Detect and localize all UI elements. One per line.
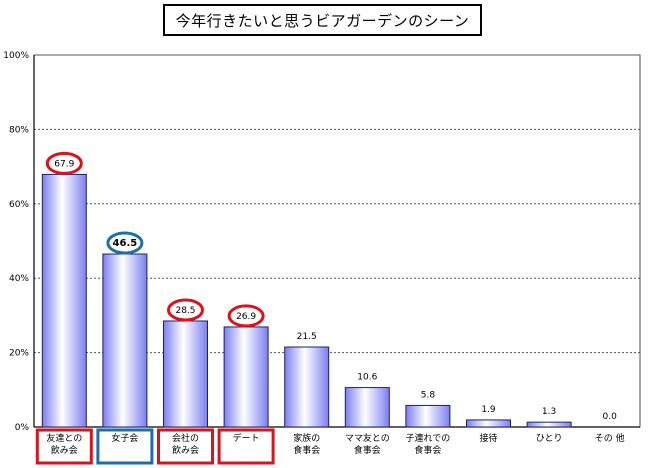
bar: [223, 326, 269, 428]
value-highlight-ring: [167, 298, 204, 322]
category-label: ひとり: [536, 433, 563, 444]
category-label: 接待: [479, 432, 497, 444]
category-label: ママ友との: [345, 432, 390, 444]
data-labels: 67.9 46.5 28.5 26.9 21.5 10.6 5.8 1.9 1.3 0.0: [45, 151, 618, 422]
value-highlight-ring: [106, 231, 144, 255]
bar: [284, 346, 330, 428]
y-tick-label: 0%: [15, 423, 30, 433]
category-label: 子連れでの: [406, 432, 451, 444]
category-label: 飲み会: [51, 444, 78, 456]
category-label: 会社の: [172, 432, 199, 444]
category-label: 食事会: [293, 444, 320, 456]
category-highlight-box: [96, 428, 154, 465]
y-tick-label: 20%: [9, 349, 29, 359]
category-label: 飲み会: [172, 444, 199, 456]
y-tick-label: 80%: [9, 125, 29, 135]
data-label: 46.5: [113, 238, 138, 249]
y-tick-label: 100%: [3, 51, 29, 61]
category-label: その 他: [595, 432, 625, 444]
category-label: 家族の: [293, 432, 320, 444]
data-label: 21.5: [297, 332, 317, 342]
y-tick-label: 60%: [9, 200, 29, 210]
data-label: 10.6: [357, 373, 377, 383]
category-label: 女子会: [111, 432, 138, 444]
bar: [466, 419, 511, 428]
data-label: 1.9: [481, 405, 496, 415]
category-highlight-box: [217, 428, 275, 465]
category-highlight-box: [35, 428, 93, 465]
data-label: 26.9: [236, 312, 256, 322]
value-highlight-ring: [45, 151, 83, 175]
bar: [41, 173, 87, 428]
y-tick-labels: 0% 20% 40% 60% 80% 100%: [3, 51, 29, 433]
bars: [41, 173, 572, 428]
y-tick-label: 40%: [9, 274, 29, 284]
data-label: 1.3: [542, 407, 556, 417]
bar: [526, 421, 572, 428]
category-label: デート: [233, 432, 260, 444]
category-label: 食事会: [414, 444, 441, 456]
data-label: 67.9: [54, 159, 74, 169]
chart-title: 今年行きたいと思うビアガーデンのシーン: [163, 4, 482, 36]
bar: [344, 387, 390, 428]
data-label: 0.0: [603, 412, 618, 422]
bar: [405, 404, 451, 428]
category-label: 食事会: [354, 444, 381, 456]
category-label: 友達との: [46, 432, 82, 444]
category-highlight-box: [157, 428, 214, 465]
bar: [102, 253, 148, 428]
data-label: 28.5: [175, 306, 195, 316]
value-highlight-ring: [227, 304, 265, 328]
data-label: 5.8: [421, 390, 436, 400]
bar: [163, 320, 208, 428]
